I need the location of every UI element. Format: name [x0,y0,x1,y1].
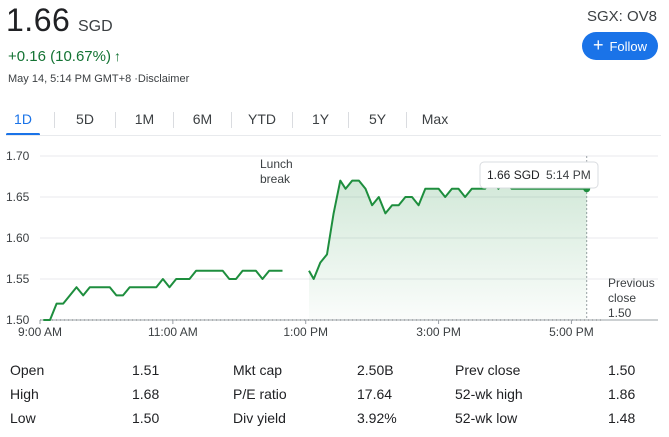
tab-divider [173,112,174,128]
stat-value-pe-ratio: 17.64 [357,386,393,402]
change-value: +0.16 (10.67%) [8,48,111,65]
stat-label-mkt-cap: Mkt cap [233,362,283,378]
tooltip-price: 1.66 SGD [487,168,540,182]
key-stats: Open 1.51 Mkt cap 2.50B Prev close 1.50 … [10,362,650,434]
tab-1d[interactable]: 1D [6,108,40,136]
stat-label-prev-close: Prev close [455,362,521,378]
tab-5d[interactable]: 5D [76,111,94,127]
tab-divider [406,112,407,128]
stats-row: Open 1.51 Mkt cap 2.50B Prev close 1.50 [10,362,650,386]
lunch-break-label-2: break [260,172,291,186]
stat-value-52wk-low: 1.48 [608,410,636,426]
y-tick-label: 1.50 [6,313,30,327]
price-tooltip: 1.66 SGD 5:14 PM [479,161,599,189]
stat-label-high: High [10,386,39,402]
stats-row: Low 1.50 Div yield 3.92% 52-wk low 1.48 [10,410,650,434]
stats-row: High 1.68 P/E ratio 17.64 52-wk high 1.8… [10,386,650,410]
tab-divider [231,112,232,128]
y-tick-label: 1.70 [6,149,30,163]
stat-value-52wk-high: 1.86 [608,386,636,402]
tab-6m[interactable]: 6M [192,111,213,127]
stat-value-mkt-cap: 2.50B [357,362,394,378]
stat-label-52wk-low: 52-wk low [455,410,518,426]
prev-close-label-1: Previous [608,276,655,290]
stat-value-high: 1.68 [132,386,160,402]
stat-label-pe-ratio: P/E ratio [233,386,287,402]
follow-label: Follow [609,38,648,54]
stat-value-open: 1.51 [132,362,160,378]
x-tick-label: 3:00 PM [416,325,461,339]
current-price: 1.66 [6,2,71,38]
timestamp: May 14, 5:14 PM GMT+8 [8,73,132,85]
arrow-up-icon: ↑ [114,48,121,64]
ticker-symbol: SGX: OV8 [586,8,657,25]
quote-meta: May 14, 5:14 PM GMT+8 ·Disclaimer [8,73,189,85]
y-tick-label: 1.55 [6,272,30,286]
tab-1m[interactable]: 1M [134,111,155,127]
area-fill [309,180,587,320]
stat-value-prev-close: 1.50 [608,362,636,378]
range-tabs: 1D 5D 1M 6M YTD 1Y 5Y Max [6,108,463,136]
tooltip-time: 5:14 PM [546,168,591,182]
y-tick-label: 1.60 [6,231,30,245]
stat-label-open: Open [10,362,45,378]
x-tick-label: 5:00 PM [549,325,594,339]
disclaimer-link[interactable]: ·Disclaimer [134,73,190,85]
stat-label-div-yield: Div yield [233,410,286,426]
tab-1y[interactable]: 1Y [311,111,330,127]
tab-divider [348,112,349,128]
lunch-break-label-1: Lunch [260,157,293,171]
follow-button[interactable]: + Follow [582,32,658,60]
tab-ytd[interactable]: YTD [248,111,276,127]
tab-divider [115,112,116,128]
price-line-morning [43,269,283,321]
price-chart[interactable]: 1.701.651.601.551.509:00 AM 11:00 AM 1:00 … [0,140,669,345]
x-tick-label: 1:00 PM [283,325,328,339]
tab-divider [292,112,293,128]
price-line-afternoon [308,179,587,280]
prev-close-value: 1.50 [608,306,632,320]
x-tick-label: 9:00 AM [18,325,62,339]
currency-label: SGD [78,18,113,35]
y-tick-label: 1.65 [6,190,30,204]
prev-close-label-2: close [608,291,636,305]
tab-divider [54,112,55,128]
tab-max[interactable]: Max [421,111,449,127]
tabs-underline [6,135,661,136]
stat-value-div-yield: 3.92% [357,410,397,426]
x-tick-label: 11:00 AM [148,325,198,339]
stat-label-52wk-high: 52-wk high [455,386,523,402]
plus-icon: + [592,35,604,55]
stat-value-low: 1.50 [132,410,160,426]
tab-5y[interactable]: 5Y [368,111,387,127]
price-change: +0.16 (10.67%) ↑ [8,48,121,65]
stat-label-low: Low [10,410,36,426]
